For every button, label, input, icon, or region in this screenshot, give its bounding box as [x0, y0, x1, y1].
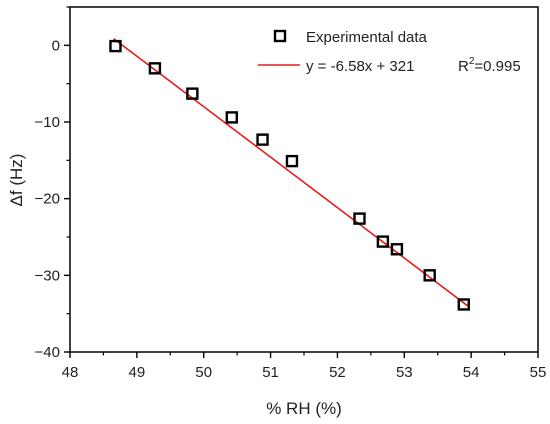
data-point — [285, 154, 299, 168]
x-tick-label: 53 — [396, 364, 413, 381]
legend: Experimental data y = -6.58x + 321 R2=0.… — [258, 29, 521, 75]
y-tick-label: −10 — [35, 114, 60, 131]
x-tick-label: 51 — [262, 364, 279, 381]
y-axis-label: Δf (Hz) — [7, 154, 26, 207]
r-squared-symbol: R — [458, 58, 469, 75]
data-point — [390, 243, 404, 256]
data-point — [225, 111, 238, 124]
data-point — [256, 133, 269, 146]
x-axis-ticks: 48 49 50 51 52 53 54 55 — [62, 352, 547, 381]
y-axis-ticks: 0 −10 −20 −30 −40 — [35, 6, 70, 361]
y-tick-label: −20 — [35, 191, 60, 208]
data-point — [457, 298, 470, 311]
data-points-layer — [109, 39, 470, 311]
x-tick-label: 52 — [329, 364, 346, 381]
x-tick-label: 55 — [530, 364, 547, 381]
x-axis-label: % RH (%) — [266, 399, 342, 418]
x-tick-label: 48 — [62, 364, 79, 381]
legend-label-experimental: Experimental data — [306, 29, 428, 46]
y-tick-label: −30 — [35, 267, 60, 284]
x-tick-label: 50 — [195, 364, 212, 381]
y-tick-label: 0 — [52, 37, 60, 54]
legend-marker-square — [273, 29, 287, 43]
fit-line-layer — [112, 37, 469, 307]
y-tick-label: −40 — [35, 344, 60, 361]
fit-line — [112, 37, 469, 307]
r-squared-annotation: R2=0.995 — [458, 56, 521, 75]
x-tick-label: 54 — [463, 364, 480, 381]
data-point — [109, 39, 122, 53]
data-point — [186, 87, 199, 100]
r-squared-exponent: 2 — [469, 56, 475, 67]
r-squared-value: =0.995 — [474, 58, 520, 75]
data-point — [376, 235, 390, 248]
legend-label-fit: y = -6.58x + 321 — [306, 58, 414, 75]
data-point — [353, 212, 366, 225]
data-point — [423, 269, 436, 282]
x-tick-label: 49 — [129, 364, 146, 381]
data-point — [148, 62, 162, 75]
